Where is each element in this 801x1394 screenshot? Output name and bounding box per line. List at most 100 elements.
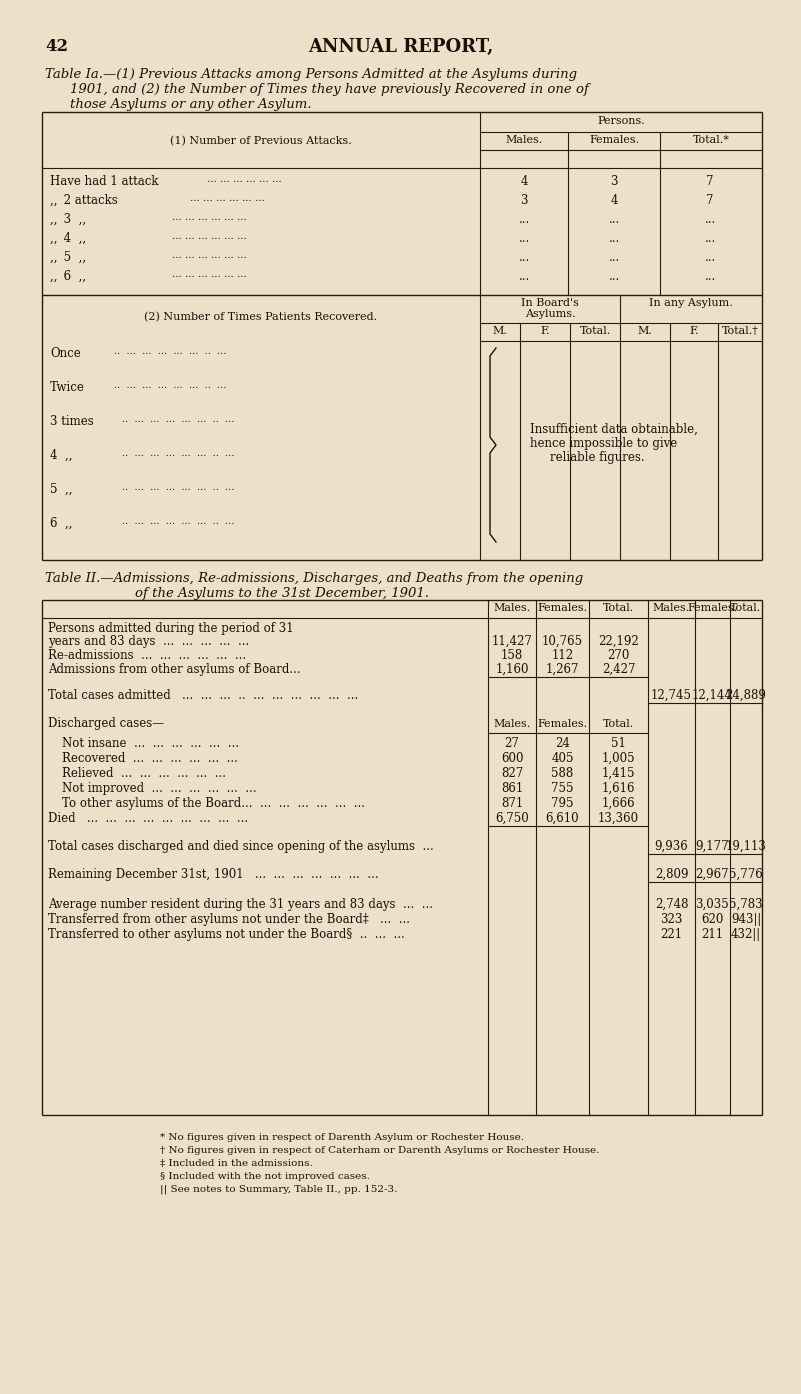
Text: 112: 112 — [551, 650, 574, 662]
Text: ... ... ... ... ... ...: ... ... ... ... ... ... — [172, 251, 247, 261]
Text: 755: 755 — [551, 782, 574, 795]
Text: 11,427: 11,427 — [492, 636, 533, 648]
Text: 7: 7 — [706, 194, 716, 206]
Text: Transferred to other asylums not under the Board§  ..  ...  ...: Transferred to other asylums not under t… — [48, 928, 405, 941]
Text: Total cases admitted   ...  ...  ...  ..  ...  ...  ...  ...  ...  ...: Total cases admitted ... ... ... .. ... … — [48, 689, 358, 703]
Text: those Asylums or any other Asylum.: those Asylums or any other Asylum. — [70, 98, 312, 112]
Text: 323: 323 — [660, 913, 682, 926]
Text: 27: 27 — [505, 737, 519, 750]
Text: 9,936: 9,936 — [654, 841, 688, 853]
Text: ...: ... — [609, 213, 620, 226]
Text: || See notes to Summary, Table II., pp. 152-3.: || See notes to Summary, Table II., pp. … — [160, 1185, 397, 1195]
Text: Females.: Females. — [537, 604, 588, 613]
Text: 3: 3 — [610, 176, 618, 188]
Text: 211: 211 — [702, 928, 723, 941]
Text: Total.: Total. — [731, 604, 762, 613]
Text: ...: ... — [609, 251, 620, 263]
Text: Total.†: Total.† — [722, 326, 759, 336]
Text: Persons admitted during the period of 31: Persons admitted during the period of 31 — [48, 622, 294, 636]
Text: Females.: Females. — [589, 135, 639, 145]
Text: 6,750: 6,750 — [495, 811, 529, 825]
Text: 1,616: 1,616 — [602, 782, 635, 795]
Text: Once: Once — [50, 347, 81, 360]
Text: 871: 871 — [501, 797, 523, 810]
Text: To other asylums of the Board...  ...  ...  ...  ...  ...  ...: To other asylums of the Board... ... ...… — [62, 797, 365, 810]
Text: 827: 827 — [501, 767, 523, 781]
Text: 861: 861 — [501, 782, 523, 795]
Text: 1901, and (2) the Number of Times they have previously Recovered in one of: 1901, and (2) the Number of Times they h… — [70, 84, 589, 96]
Text: 12,144: 12,144 — [692, 689, 733, 703]
Text: 10,765: 10,765 — [542, 636, 583, 648]
Text: 4: 4 — [610, 194, 618, 206]
Text: Males.: Males. — [493, 604, 530, 613]
Text: In Board's: In Board's — [521, 298, 579, 308]
Text: 600: 600 — [501, 751, 523, 765]
Text: ...: ... — [609, 270, 620, 283]
Text: ...: ... — [518, 231, 529, 245]
Text: Total.: Total. — [603, 719, 634, 729]
Text: Admissions from other asylums of Board...: Admissions from other asylums of Board..… — [48, 664, 300, 676]
Text: 24: 24 — [555, 737, 570, 750]
Text: ,,  6  ,,: ,, 6 ,, — [50, 270, 87, 283]
Text: ..  ...  ...  ...  ...  ...  ..  ...: .. ... ... ... ... ... .. ... — [122, 517, 235, 526]
Text: 5,783: 5,783 — [729, 898, 763, 912]
Text: Recovered  ...  ...  ...  ...  ...  ...: Recovered ... ... ... ... ... ... — [62, 751, 238, 765]
Text: 3: 3 — [521, 194, 528, 206]
Text: 1,160: 1,160 — [495, 664, 529, 676]
Text: years and 83 days  ...  ...  ...  ...  ...: years and 83 days ... ... ... ... ... — [48, 636, 249, 648]
Text: 943||: 943|| — [731, 913, 761, 926]
Text: ,,  4  ,,: ,, 4 ,, — [50, 231, 87, 245]
Text: Have had 1 attack: Have had 1 attack — [50, 176, 159, 188]
Text: * No figures given in respect of Darenth Asylum or Rochester House.: * No figures given in respect of Darenth… — [160, 1133, 524, 1142]
Text: 5  ,,: 5 ,, — [50, 482, 73, 496]
Text: 19,113: 19,113 — [726, 841, 767, 853]
Text: 51: 51 — [611, 737, 626, 750]
Text: Re-admissions  ...  ...  ...  ...  ...  ...: Re-admissions ... ... ... ... ... ... — [48, 650, 246, 662]
Text: In any Asylum.: In any Asylum. — [649, 298, 733, 308]
Text: ...: ... — [706, 270, 717, 283]
Text: reliable figures.: reliable figures. — [550, 452, 645, 464]
Text: 795: 795 — [551, 797, 574, 810]
Text: ...: ... — [518, 213, 529, 226]
Text: Total cases discharged and died since opening of the asylums  ...: Total cases discharged and died since op… — [48, 841, 434, 853]
Text: 24,889: 24,889 — [726, 689, 767, 703]
Text: Females.: Females. — [687, 604, 738, 613]
Text: 620: 620 — [702, 913, 723, 926]
Text: Males.: Males. — [493, 719, 530, 729]
Text: ... ... ... ... ... ...: ... ... ... ... ... ... — [172, 270, 247, 279]
Text: 1,005: 1,005 — [602, 751, 635, 765]
Text: 432||: 432|| — [731, 928, 761, 941]
Text: 2,809: 2,809 — [654, 868, 688, 881]
Text: 1,415: 1,415 — [602, 767, 635, 781]
Text: ..  ...  ...  ...  ...  ...  ..  ...: .. ... ... ... ... ... .. ... — [122, 415, 235, 424]
Text: 2,748: 2,748 — [654, 898, 688, 912]
Text: ... ... ... ... ... ...: ... ... ... ... ... ... — [207, 176, 282, 184]
Text: (1) Number of Previous Attacks.: (1) Number of Previous Attacks. — [170, 135, 352, 146]
Text: 158: 158 — [501, 650, 523, 662]
Text: Twice: Twice — [50, 381, 85, 395]
Text: 1,666: 1,666 — [602, 797, 635, 810]
Text: ..  ...  ...  ...  ...  ...  ..  ...: .. ... ... ... ... ... .. ... — [114, 381, 227, 390]
Text: 7: 7 — [706, 176, 716, 188]
Text: ...: ... — [706, 231, 717, 245]
Text: ANNUAL REPORT,: ANNUAL REPORT, — [308, 38, 493, 56]
Text: 1,267: 1,267 — [545, 664, 579, 676]
Text: Males.: Males. — [505, 135, 542, 145]
Text: Insufficient data obtainable,: Insufficient data obtainable, — [530, 422, 698, 436]
Text: 2,967: 2,967 — [696, 868, 730, 881]
Text: 12,745: 12,745 — [651, 689, 692, 703]
Text: § Included with the not improved cases.: § Included with the not improved cases. — [160, 1172, 370, 1181]
Text: F.: F. — [689, 326, 698, 336]
Text: ..  ...  ...  ...  ...  ...  ..  ...: .. ... ... ... ... ... .. ... — [114, 347, 227, 355]
Text: 9,177: 9,177 — [696, 841, 730, 853]
Text: ...: ... — [518, 270, 529, 283]
Text: ... ... ... ... ... ...: ... ... ... ... ... ... — [172, 231, 247, 241]
Text: ,,  5  ,,: ,, 5 ,, — [50, 251, 87, 263]
Text: 42: 42 — [45, 38, 68, 54]
Text: Total.*: Total.* — [693, 135, 730, 145]
Text: (2) Number of Times Patients Recovered.: (2) Number of Times Patients Recovered. — [144, 312, 377, 322]
Text: 13,360: 13,360 — [598, 811, 639, 825]
Text: M.: M. — [638, 326, 653, 336]
Text: ,,  3  ,,: ,, 3 ,, — [50, 213, 87, 226]
Text: Not insane  ...  ...  ...  ...  ...  ...: Not insane ... ... ... ... ... ... — [62, 737, 239, 750]
